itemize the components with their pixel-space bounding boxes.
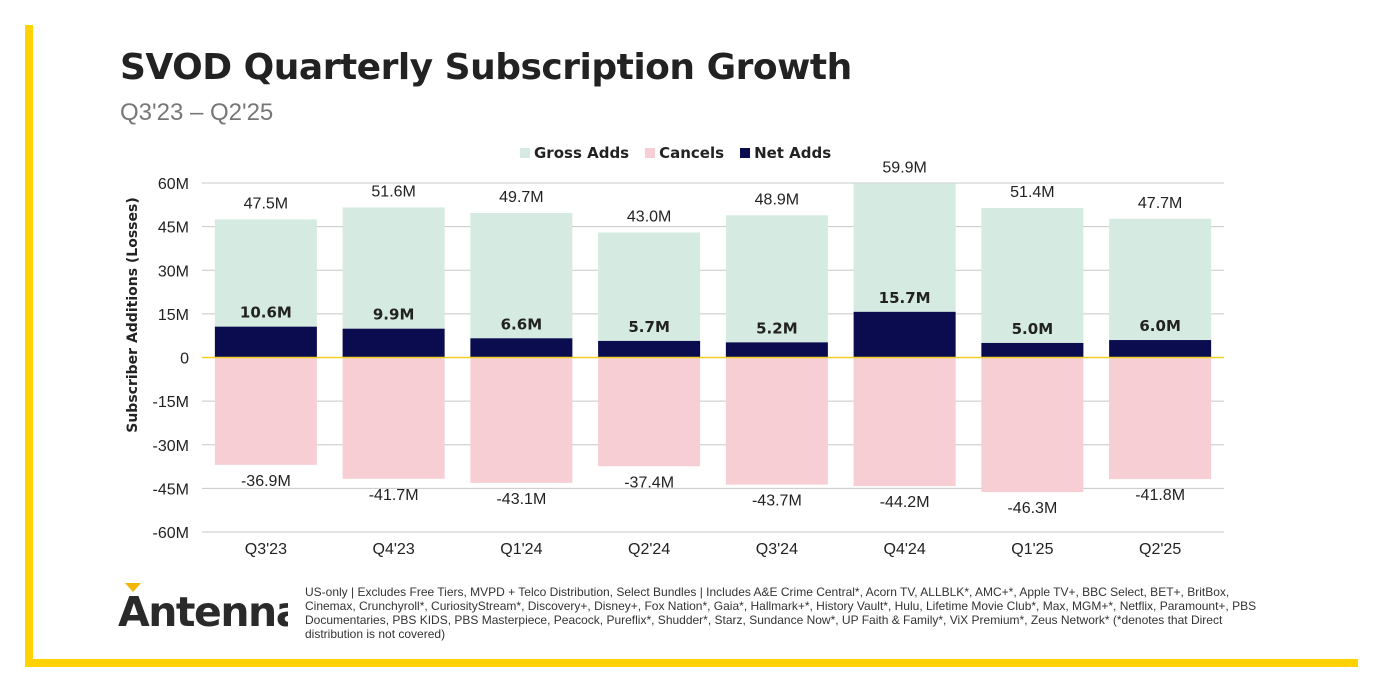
x-tick-label: Q1'24 [500, 541, 542, 558]
data-label-gross-adds: 51.4M [1010, 184, 1054, 201]
bar-cancels [981, 357, 1084, 493]
data-label-gross-adds: 51.6M [371, 183, 415, 200]
data-label-gross-adds: 47.5M [244, 195, 288, 212]
x-tick-label: Q4'24 [884, 541, 926, 558]
logo-accent-icon [125, 583, 141, 592]
x-tick-label: Q2'24 [628, 541, 670, 558]
y-tick-label: 15M [158, 307, 189, 324]
x-tick-label: Q3'24 [756, 541, 798, 558]
y-tick-label: 0 [180, 351, 189, 368]
antenna-logo: Antenna [118, 583, 288, 631]
legend-item-gross-adds: Gross Adds [520, 144, 629, 162]
y-tick-label: 60M [158, 176, 189, 193]
bar-net-adds [853, 311, 956, 358]
chart-title: SVOD Quarterly Subscription Growth [120, 47, 852, 88]
data-label-gross-adds: 47.7M [1138, 195, 1182, 212]
bar-net-adds [470, 338, 573, 358]
chart-subtitle: Q3'23 – Q2'25 [120, 99, 274, 126]
data-label-cancels: -43.7M [752, 493, 802, 510]
bar-cancels [853, 357, 956, 487]
chart-legend: Gross Adds Cancels Net Adds [520, 142, 831, 164]
bar-gross-adds [1109, 218, 1212, 358]
data-label-gross-adds: 49.7M [499, 189, 543, 206]
legend-swatch-net-adds [740, 148, 751, 158]
bar-net-adds [981, 342, 1084, 358]
data-label-gross-adds: 43.0M [627, 208, 671, 225]
y-tick-label: -15M [153, 394, 189, 411]
data-label-net-adds: 10.6M [240, 304, 292, 322]
bar-net-adds [1109, 340, 1212, 358]
data-label-net-adds: 9.9M [373, 306, 415, 324]
data-label-cancels: -43.1M [496, 491, 546, 508]
x-tick-label: Q2'25 [1139, 541, 1181, 558]
x-tick-label: Q4'23 [373, 541, 415, 558]
y-tick-label: -30M [153, 438, 189, 455]
y-tick-label: -60M [153, 525, 189, 542]
data-label-net-adds: 5.7M [628, 318, 670, 336]
legend-label-gross-adds: Gross Adds [534, 144, 630, 162]
legend-swatch-cancels [645, 148, 656, 158]
bar-cancels [1109, 357, 1212, 480]
y-tick-label: -45M [153, 481, 189, 498]
legend-item-cancels: Cancels [645, 144, 724, 162]
data-label-net-adds: 6.0M [1139, 317, 1181, 335]
bar-net-adds [598, 340, 701, 358]
bar-gross-adds [598, 232, 701, 358]
bar-net-adds [342, 328, 445, 358]
data-label-gross-adds: 59.9M [882, 159, 926, 176]
bar-cancels [214, 357, 317, 465]
x-tick-label: Q1'25 [1011, 541, 1053, 558]
data-label-cancels: -44.2M [880, 494, 930, 511]
bar-cancels [470, 357, 573, 483]
bar-net-adds [725, 342, 828, 358]
footnote: US-only | Excludes Free Tiers, MVPD + Te… [305, 585, 1257, 641]
data-label-gross-adds: 48.9M [755, 191, 799, 208]
bar-cancels [725, 357, 828, 485]
data-label-net-adds: 5.0M [1012, 320, 1054, 338]
bar-gross-adds [470, 212, 573, 358]
x-tick-label: Q3'23 [245, 541, 287, 558]
data-label-cancels: -46.3M [1007, 500, 1057, 517]
y-tick-label: 30M [158, 263, 189, 280]
legend-item-net-adds: Net Adds [740, 144, 831, 162]
bar-cancels [598, 357, 701, 467]
bar-cancels [342, 357, 445, 479]
y-tick-label: 45M [158, 220, 189, 237]
logo-wordmark: Antenna [118, 588, 288, 631]
legend-swatch-gross-adds [520, 148, 530, 158]
data-label-cancels: -41.7M [369, 487, 419, 504]
legend-label-cancels: Cancels [659, 144, 725, 162]
legend-label-net-adds: Net Adds [754, 144, 832, 162]
bar-gross-adds [725, 215, 828, 358]
data-label-cancels: -41.8M [1135, 487, 1185, 504]
frame-accent-left [25, 25, 33, 667]
bar-net-adds [214, 326, 317, 358]
frame-accent-bottom [25, 659, 1358, 667]
data-label-cancels: -36.9M [241, 473, 291, 490]
data-label-cancels: -37.4M [624, 474, 674, 491]
data-label-net-adds: 5.2M [756, 319, 798, 337]
bar-gross-adds [981, 208, 1084, 358]
data-label-net-adds: 6.6M [501, 315, 543, 333]
data-label-net-adds: 15.7M [879, 289, 931, 307]
